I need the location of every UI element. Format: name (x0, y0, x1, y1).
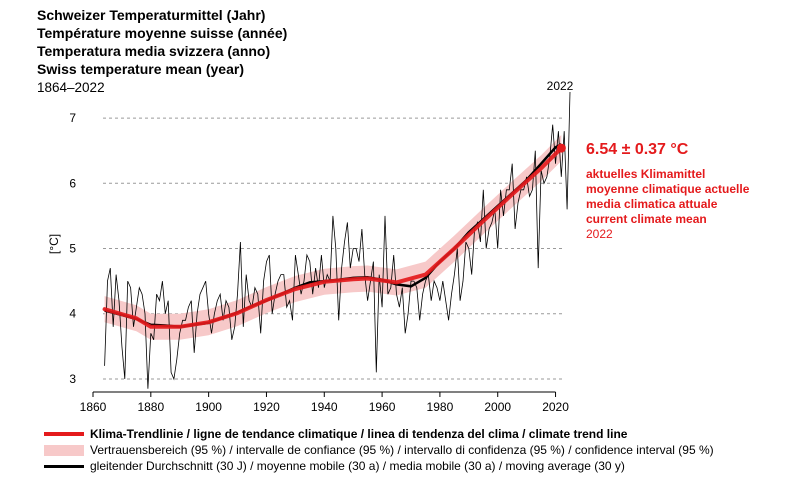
moving-average-series (104, 143, 562, 329)
y-tick-label-4: 4 (69, 307, 76, 321)
y-tick-label-5: 5 (69, 242, 76, 256)
y-tick-label-6: 6 (69, 176, 76, 190)
annotation-line-3: media climatica attuale (586, 197, 718, 211)
x-tick-label-1880: 1880 (137, 400, 164, 414)
legend-label-ma: gleitender Durchschnitt (30 J) / moyenne… (90, 459, 625, 473)
trend-series (102, 146, 564, 329)
x-tick-label-1940: 1940 (311, 400, 338, 414)
x-tick-label-1900: 1900 (195, 400, 222, 414)
title-de: Schweizer Temperaturmittel (Jahr) (37, 7, 266, 23)
title-block: Schweizer Temperaturmittel (Jahr) Tempér… (37, 6, 287, 97)
legend-swatch-trend (44, 428, 84, 440)
x-tick-label-2020: 2020 (542, 400, 569, 414)
x-tick-label-1980: 1980 (427, 400, 454, 414)
axes: 3 4 5 6 7 1860 1880 1900 1920 1940 1960 1980 2000 202… (69, 111, 569, 414)
year-range: 1864–2022 (37, 80, 105, 95)
title-it: Temperatura media svizzera (anno) (37, 43, 271, 59)
annotation-line-2: moyenne climatique actuelle (586, 182, 750, 196)
annotation-line-1: aktuelles Klimamittel (586, 167, 705, 181)
legend-label-ci: Vertrauensbereich (95 %) / intervalle de… (90, 443, 714, 457)
x-tick-label-1860: 1860 (80, 400, 107, 414)
confidence-band (104, 135, 562, 340)
legend: Klima-Trendlinie / ligne de tendance cli… (44, 426, 714, 474)
annotation-year: 2022 (586, 227, 613, 241)
annotation-value: 6.54 ± 0.37 °C (586, 141, 689, 158)
legend-item-ci: Vertrauensbereich (95 %) / intervalle de… (44, 442, 714, 458)
y-axis-label: [°C] (47, 234, 61, 254)
x-tick-label-1920: 1920 (253, 400, 280, 414)
annotation-line-4: current climate mean (586, 212, 707, 226)
title-fr: Température moyenne suisse (année) (37, 25, 288, 41)
annual-series (104, 91, 571, 389)
current-mean-point (556, 143, 566, 153)
legend-item-trend: Klima-Trendlinie / ligne de tendance cli… (44, 426, 714, 442)
x-tick-label-2000: 2000 (484, 400, 511, 414)
y-tick-label-3: 3 (69, 372, 76, 386)
legend-item-ma: gleitender Durchschnitt (30 J) / moyenne… (44, 458, 714, 474)
grid-lines (103, 117, 565, 380)
legend-label-trend: Klima-Trendlinie / ligne de tendance cli… (90, 427, 628, 441)
legend-swatch-ma (44, 460, 84, 472)
x-tick-label-1960: 1960 (369, 400, 396, 414)
title-en: Swiss temperature mean (year) (37, 61, 244, 77)
legend-swatch-ci (44, 444, 84, 456)
y-tick-label-7: 7 (69, 111, 76, 125)
annotation-year-top: 2022 (547, 79, 574, 93)
